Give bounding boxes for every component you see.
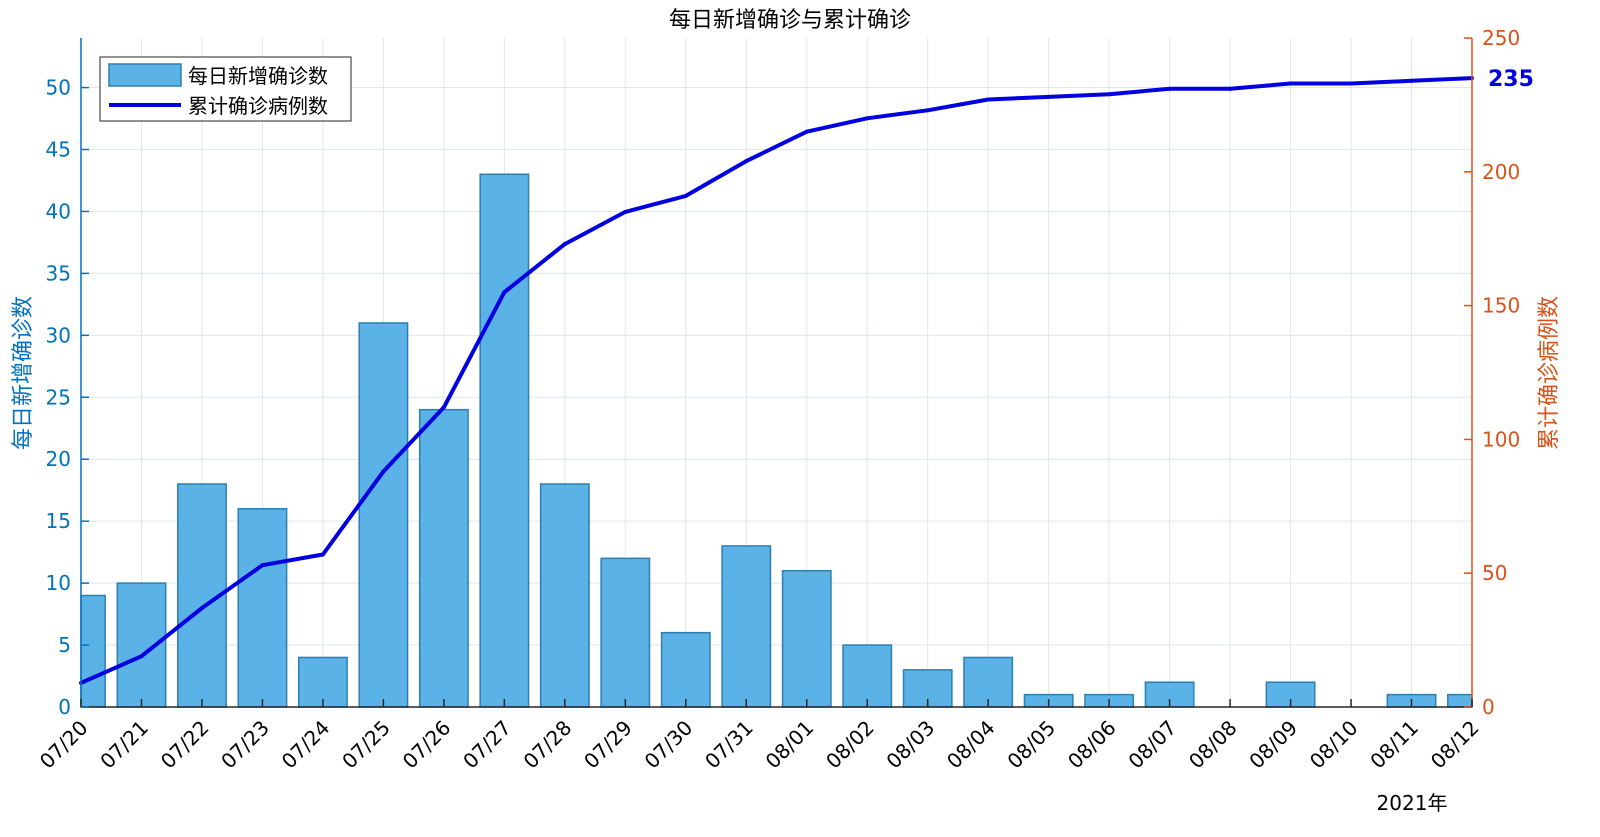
cumulative-point-08-03 <box>925 108 930 113</box>
right-tick-label: 100 <box>1482 427 1520 451</box>
x-tick-label: 07/28 <box>519 716 577 774</box>
cumulative-point-07-31 <box>744 159 749 164</box>
bar-08-02 <box>842 644 893 708</box>
left-tick-label: 10 <box>46 571 71 595</box>
bar-07-27 <box>479 173 530 708</box>
right-tick-label: 0 <box>1482 695 1495 719</box>
cumulative-point-08-05 <box>1046 94 1051 99</box>
x-tick-label: 08/02 <box>821 716 879 774</box>
x-tick-label: 08/04 <box>942 716 1000 774</box>
year-label: 2021年 <box>1377 791 1448 815</box>
cumulative-point-07-25 <box>381 469 386 474</box>
bar-07-28 <box>539 483 590 708</box>
bar-07-29 <box>600 557 651 708</box>
left-tick-label: 25 <box>46 385 71 409</box>
left-tick-label: 15 <box>46 509 71 533</box>
x-tick-label: 08/08 <box>1184 716 1242 774</box>
bar-07-30 <box>660 631 711 708</box>
left-tick-label: 20 <box>46 447 71 471</box>
legend: 每日新增确诊数 累计确诊病例数 <box>99 56 352 122</box>
cumulative-line <box>80 76 1473 685</box>
left-tick-label: 50 <box>46 76 71 100</box>
bar-08-04 <box>963 656 1014 708</box>
x-tick-label: 07/29 <box>579 716 637 774</box>
cumulative-point-07-27 <box>502 290 507 295</box>
x-tick-label: 08/05 <box>1002 716 1060 774</box>
x-tick-label: 07/26 <box>398 716 456 774</box>
line-series <box>79 76 1474 685</box>
grid-lines <box>80 38 1473 708</box>
x-tick-label: 07/23 <box>216 716 274 774</box>
x-tick-label: 07/30 <box>640 716 698 774</box>
bar-08-12 <box>1447 693 1473 708</box>
right-tick-label: 150 <box>1482 294 1520 318</box>
x-tick-label: 08/07 <box>1123 716 1181 774</box>
bar-07-23 <box>237 508 288 708</box>
left-tick-label: 30 <box>46 323 71 347</box>
x-tick-label: 08/06 <box>1063 716 1121 774</box>
cumulative-point-07-26 <box>441 405 446 410</box>
cumulative-point-08-04 <box>986 97 991 102</box>
cumulative-point-08-08 <box>1228 86 1233 91</box>
x-tick-label: 08/11 <box>1365 716 1423 774</box>
x-tick-label: 07/25 <box>337 716 395 774</box>
bar-series <box>80 173 1473 708</box>
right-tick-label: 200 <box>1482 160 1520 184</box>
cumulative-point-08-01 <box>804 129 809 134</box>
right-axis-label: 累计确诊病例数 <box>1537 296 1562 450</box>
x-axis-ticks: 07/20 07/21 07/22 07/23 07/24 07/25 07/26 07/27… <box>35 699 1484 773</box>
cumulative-point-08-02 <box>865 116 870 121</box>
cumulative-point-07-28 <box>562 242 567 247</box>
x-tick-label: 07/21 <box>95 716 153 774</box>
bar-07-20 <box>80 594 106 708</box>
legend-label-cumulative: 累计确诊病例数 <box>188 94 328 118</box>
legend-bar-swatch <box>108 63 182 87</box>
left-axis-label: 每日新增确诊数 <box>11 296 36 450</box>
cumulative-point-08-07 <box>1167 86 1172 91</box>
x-tick-label: 07/24 <box>277 716 335 774</box>
right-axis-ticks: 0 50 100 150 200 250 <box>1464 26 1520 719</box>
x-tick-label: 07/31 <box>700 716 758 774</box>
x-tick-label: 08/12 <box>1426 716 1484 774</box>
cumulative-point-07-29 <box>623 209 628 214</box>
cumulative-point-07-23 <box>260 563 265 568</box>
x-tick-label: 07/20 <box>35 716 93 774</box>
cumulative-point-07-21 <box>139 654 144 659</box>
end-value-label: 235 <box>1488 67 1534 92</box>
bar-07-31 <box>721 545 772 708</box>
right-tick-label: 250 <box>1482 26 1520 50</box>
left-tick-label: 5 <box>58 633 71 657</box>
left-tick-label: 0 <box>58 695 71 719</box>
chart-title: 每日新增确诊与累计确诊 <box>669 8 911 33</box>
cumulative-point-08-06 <box>1107 92 1112 97</box>
cumulative-point-08-10 <box>1349 81 1354 86</box>
cumulative-point-08-11 <box>1409 78 1414 83</box>
x-tick-label: 07/22 <box>156 716 214 774</box>
bar-08-01 <box>781 569 832 708</box>
bar-07-24 <box>297 656 348 708</box>
x-tick-label: 08/01 <box>761 716 819 774</box>
x-tick-label: 08/10 <box>1305 716 1363 774</box>
x-tick-label: 07/27 <box>458 716 516 774</box>
left-tick-label: 45 <box>46 138 71 162</box>
left-tick-label: 40 <box>46 199 71 223</box>
legend-label-daily: 每日新增确诊数 <box>188 64 328 88</box>
cumulative-point-08-09 <box>1288 81 1293 86</box>
bar-07-25 <box>358 322 409 708</box>
bar-07-26 <box>418 408 469 708</box>
left-axis-ticks: 0 5 10 15 20 25 30 35 40 45 50 <box>46 76 89 719</box>
cumulative-point-07-22 <box>199 605 204 610</box>
cumulative-point-07-30 <box>683 193 688 198</box>
left-tick-label: 35 <box>46 261 71 285</box>
right-tick-label: 50 <box>1482 561 1507 585</box>
x-tick-label: 08/03 <box>882 716 940 774</box>
axes <box>80 38 1473 708</box>
cumulative-point-07-24 <box>320 552 325 557</box>
x-tick-label: 08/09 <box>1244 716 1302 774</box>
